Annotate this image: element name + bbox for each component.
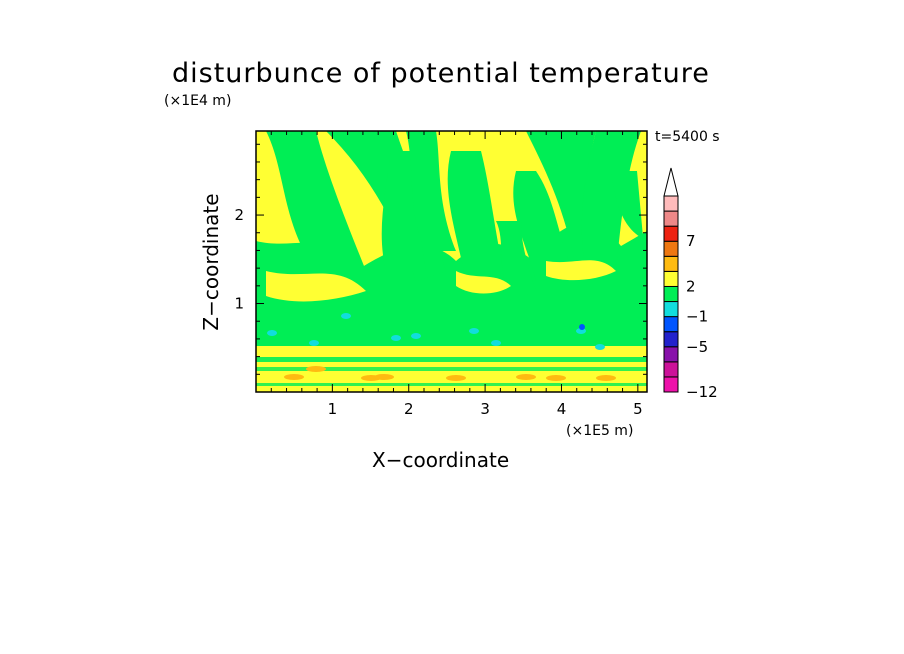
plot-frame — [255, 130, 648, 393]
colorbar-cell — [663, 255, 679, 272]
field-region-orange-blob — [446, 375, 466, 381]
field-region-yellow-layer — [256, 346, 647, 358]
field-region-green-plume — [406, 131, 456, 251]
x-axis-unit: (×1E5 m) — [566, 423, 634, 439]
x-tick-label: 5 — [633, 400, 643, 418]
field-region-cyan-spot — [341, 313, 351, 319]
field-region-yellow-patch — [456, 271, 511, 294]
colorbar-cell — [663, 316, 679, 333]
field-region-blue-spot — [579, 324, 585, 330]
x-tick-label: 2 — [404, 400, 414, 418]
field-region-orange-blob — [306, 366, 326, 372]
colorbar-label: 7 — [686, 232, 696, 250]
field-region-green-plume — [611, 171, 647, 281]
colorbar-extend-triangle — [663, 167, 679, 197]
x-tick-label: 3 — [480, 400, 490, 418]
colorbar-cell — [663, 331, 679, 348]
colorbar-label: 2 — [686, 277, 696, 295]
colorbar-cell — [663, 195, 679, 212]
field-region-green-strip — [256, 357, 647, 362]
y-tick-label: 2 — [234, 206, 244, 224]
field-region-cyan-spot — [391, 335, 401, 341]
field-region-green-plume — [266, 131, 366, 271]
colorbar-cell — [663, 361, 679, 378]
y-tick-label: 1 — [234, 295, 244, 313]
field-region-cyan-spot — [309, 340, 319, 346]
x-tick-label: 1 — [328, 400, 338, 418]
field-region-orange-blob — [546, 375, 566, 381]
field-region-green-strip — [256, 367, 647, 371]
colorbar-label: −1 — [686, 308, 708, 326]
field-region-cyan-spot — [491, 340, 501, 346]
contour-field — [256, 131, 647, 392]
chart-title: disturbunce of potential temperature — [172, 58, 710, 89]
colorbar-cell — [663, 301, 679, 318]
field-region-cyan-spot — [469, 328, 479, 334]
field-region-green-plume — [447, 151, 506, 281]
colorbar-cell — [663, 210, 679, 227]
field-region-orange-blob — [284, 374, 304, 380]
time-label: t=5400 s — [655, 129, 720, 145]
field-region-cyan-spot — [411, 333, 421, 339]
field-region-green-strip — [256, 383, 647, 386]
field-region-cyan-spot — [595, 344, 605, 350]
x-axis-label: X−coordinate — [372, 448, 510, 472]
field-region-yellow-patch — [546, 260, 616, 281]
field-region-yellow-patch — [266, 271, 366, 302]
colorbar-cell — [663, 270, 679, 287]
colorbar-cell — [663, 346, 679, 363]
field-region-orange-blob — [374, 374, 394, 380]
field-region-green-plume — [526, 131, 596, 271]
x-tick-label: 4 — [557, 400, 567, 418]
colorbar-cell — [663, 225, 679, 242]
field-region-green-plume — [496, 221, 536, 301]
field-region-orange-blob — [596, 375, 616, 381]
colorbar-cell — [663, 376, 679, 393]
colorbar-label: −12 — [686, 383, 718, 401]
colorbar-label: −5 — [686, 338, 708, 356]
field-region-cyan-spot — [267, 330, 277, 336]
field-region-green-plume — [581, 131, 641, 271]
field-region-orange-blob — [516, 374, 536, 380]
colorbar-cell — [663, 285, 679, 303]
y-axis-unit: (×1E4 m) — [164, 93, 232, 109]
colorbar-cell — [663, 240, 679, 257]
field-region-green-plume — [513, 171, 576, 281]
